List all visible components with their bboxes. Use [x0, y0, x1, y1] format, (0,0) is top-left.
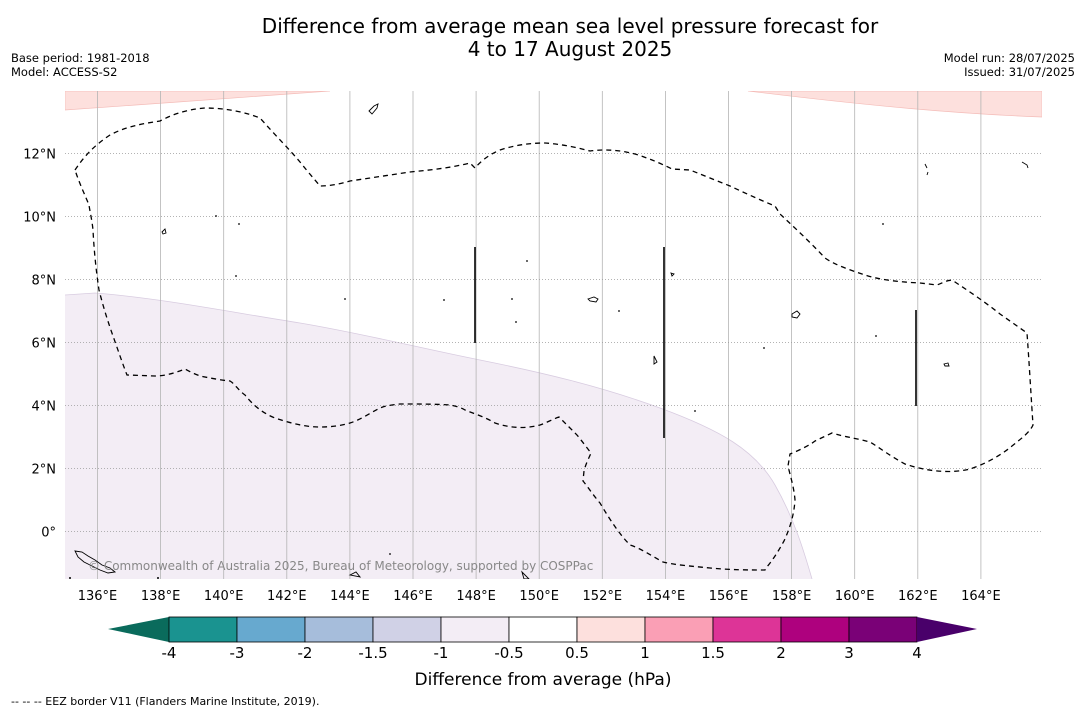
x-tick-label: 142°E [267, 589, 307, 604]
x-tick-label: 140°E [204, 589, 244, 604]
colorbar-segment [304, 616, 374, 643]
island-png-3 [521, 570, 530, 579]
colorbar-tick-label: 3 [844, 644, 854, 662]
y-tick-label: 2°N [32, 463, 57, 478]
x-tick-label: 160°E [835, 589, 875, 604]
footnote: -- -- -- EEZ border V11 (Flanders Marine… [11, 695, 320, 708]
colorbar-segments [168, 616, 918, 643]
x-tick-label: 150°E [519, 589, 559, 604]
base-period-label: Base period: 1981-2018 [11, 51, 150, 65]
chart-title-line1: Difference from average mean sea level p… [261, 14, 879, 38]
colorbar-tick-label: -3 [230, 644, 245, 662]
colorbar-segment [236, 616, 306, 643]
chart-title-line2: 4 to 17 August 2025 [467, 37, 673, 61]
island-cluster-1 [587, 296, 599, 303]
issued-label: Issued: 31/07/2025 [964, 65, 1075, 79]
island-north [368, 103, 379, 115]
island-west [161, 228, 167, 235]
colorbar-labels: -4 -3 -2 -1.5 -1 -0.5 0.5 1 1.5 2 3 4 [162, 644, 922, 662]
negative-anomaly-region [65, 293, 812, 579]
colorbar-under-arrow [108, 617, 169, 642]
islands [74, 103, 1029, 579]
y-tick-label: 10°N [23, 211, 56, 226]
x-tick-label: 148°E [456, 589, 496, 604]
model-run-label: Model run: 28/07/2025 [943, 51, 1075, 65]
colorbar-tick-label: 1 [640, 644, 650, 662]
colorbar-segment [644, 616, 714, 643]
small-islets [69, 215, 884, 579]
y-tick-label: 0° [41, 526, 56, 541]
x-tick-label: 144°E [330, 589, 370, 604]
x-tick-label: 136°E [78, 589, 118, 604]
x-tick-label: 154°E [646, 589, 686, 604]
colorbar-segment [712, 616, 782, 643]
colorbar-tick-label: 2 [776, 644, 786, 662]
colorbar-segment [508, 616, 578, 643]
colorbar-segment [780, 616, 850, 643]
colorbar-tick-label: -1 [434, 644, 449, 662]
colorbar-segment [848, 616, 918, 643]
island-png-2 [348, 571, 362, 578]
x-tick-label: 158°E [772, 589, 812, 604]
y-axis-ticks: 12°N 10°N 8°N 6°N 4°N 2°N 0° [23, 148, 56, 541]
island-cluster-2 [791, 310, 801, 319]
island-misc-a [924, 161, 1029, 176]
island-cluster-4 [943, 362, 950, 367]
colorbar-tick-label: -0.5 [494, 644, 523, 662]
map-area: © Commonwealth of Australia 2025, Bureau… [65, 91, 1042, 579]
y-tick-label: 12°N [23, 148, 56, 163]
colorbar-tick-label: -2 [298, 644, 313, 662]
island-png-1 [74, 550, 117, 574]
colorbar-title: Difference from average (hPa) [415, 670, 672, 690]
graticule [65, 91, 1042, 579]
x-tick-label: 156°E [709, 589, 749, 604]
positive-anomaly-region-east [747, 91, 1042, 118]
colorbar-segment [372, 616, 442, 643]
colorbar-segment [576, 616, 646, 643]
colorbar-tick-label: -1.5 [358, 644, 387, 662]
eez-border [74, 107, 1034, 571]
x-tick-label: 164°E [961, 589, 1001, 604]
colorbar-segment [168, 616, 238, 643]
x-axis-ticks: 136°E 138°E 140°E 142°E 144°E 146°E 148°E 150°E… [78, 589, 1001, 604]
x-tick-label: 146°E [393, 589, 433, 604]
y-tick-label: 6°N [32, 337, 57, 352]
copyright-text: © Commonwealth of Australia 2025, Bureau… [88, 559, 593, 573]
positive-anomaly-region-west [65, 91, 331, 111]
x-tick-label: 162°E [898, 589, 938, 604]
y-tick-label: 4°N [32, 400, 57, 415]
colorbar-over-arrow [917, 617, 977, 642]
negative-anomaly-edge [65, 292, 813, 579]
boundary-segments [474, 247, 917, 438]
island-cluster-3 [670, 272, 675, 277]
colorbar-tick-label: -4 [162, 644, 177, 662]
colorbar-tick-label: 1.5 [701, 644, 725, 662]
colorbar-tick-label: 0.5 [565, 644, 589, 662]
model-label: Model: ACCESS-S2 [11, 65, 118, 79]
island-cluster-5 [653, 355, 658, 365]
colorbar-tick-label: 4 [912, 644, 922, 662]
y-tick-label: 8°N [32, 274, 57, 289]
x-tick-label: 152°E [583, 589, 623, 604]
colorbar: -4 -3 -2 -1.5 -1 -0.5 0.5 1 1.5 2 3 4 Difference fr… [108, 616, 977, 690]
x-tick-label: 138°E [141, 589, 181, 604]
colorbar-segment [440, 616, 510, 643]
